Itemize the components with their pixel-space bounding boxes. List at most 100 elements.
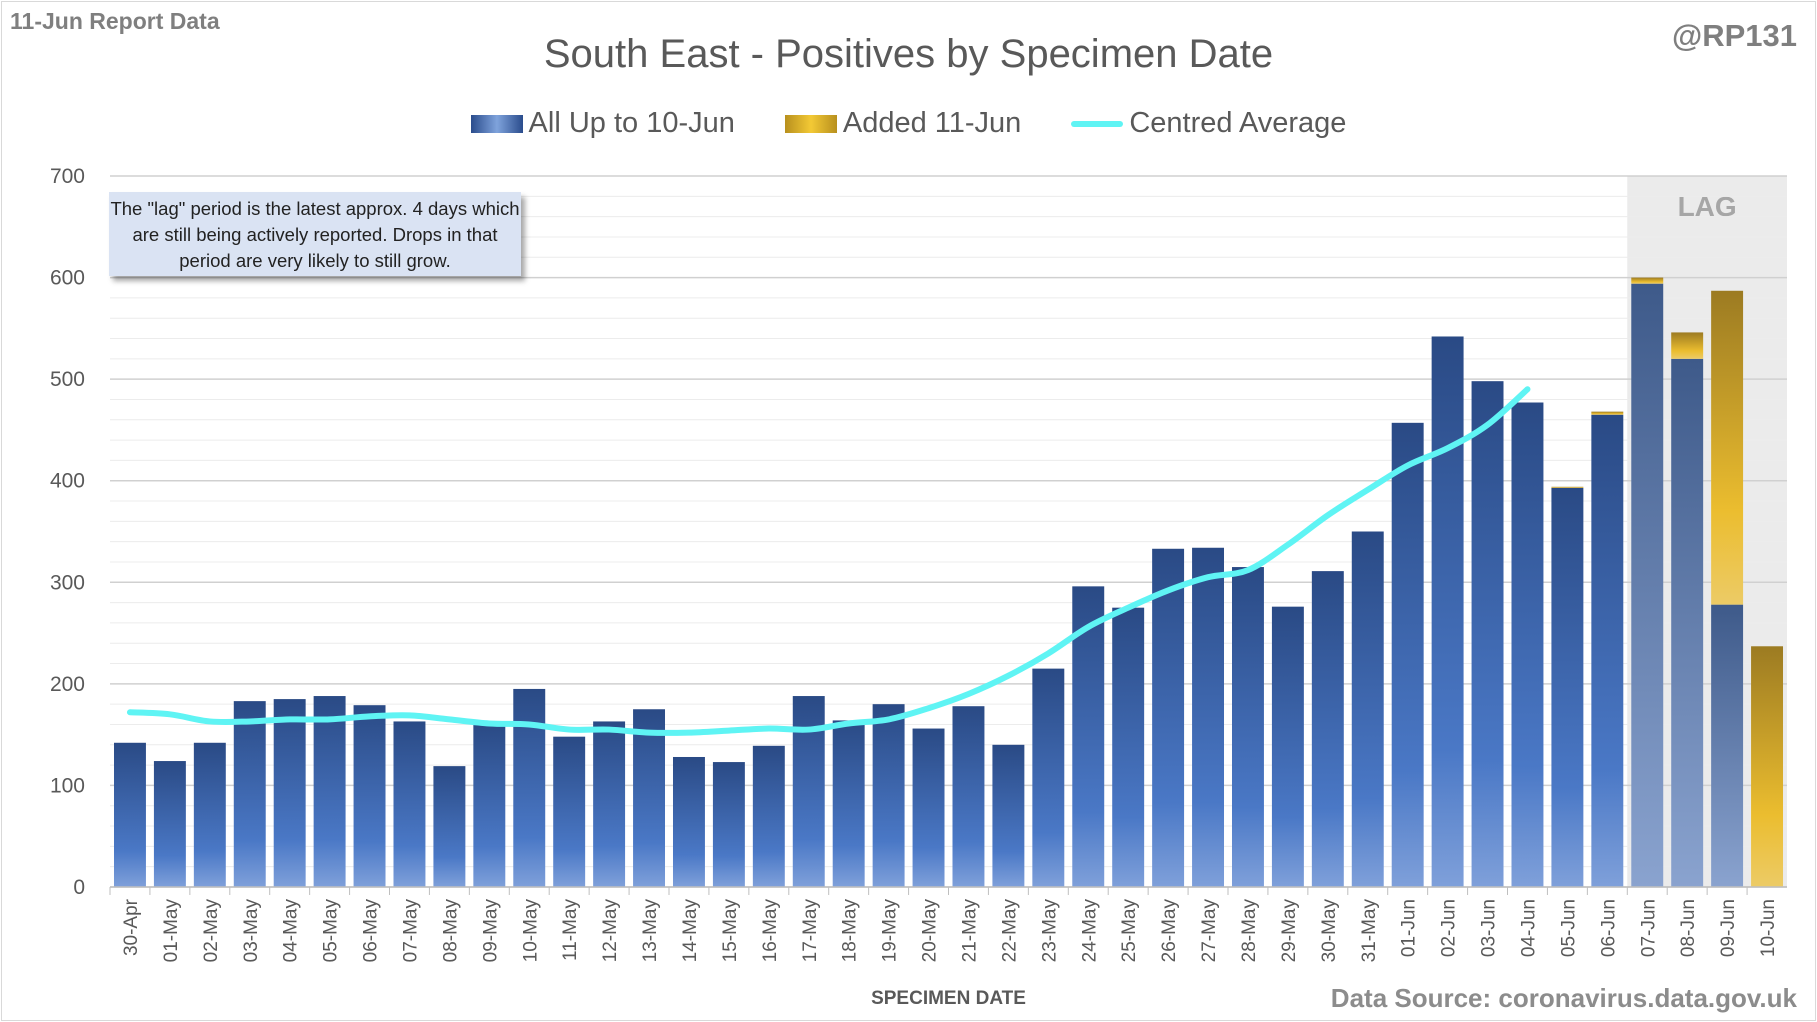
- bar-all-04-May: [273, 699, 306, 887]
- x-tick-label: 24-May: [1079, 899, 1100, 963]
- bar-all-05-May: [313, 696, 346, 887]
- bar-all-25-May: [1112, 607, 1145, 887]
- x-tick-label: 31-May: [1359, 899, 1380, 963]
- bar-all-21-May: [952, 706, 985, 887]
- x-tick-label: 29-May: [1279, 899, 1300, 963]
- x-tick-label: 06-Jun: [1598, 899, 1619, 957]
- bar-all-03-Jun: [1471, 381, 1504, 887]
- bar-all-22-May: [992, 744, 1025, 887]
- x-tick-label: 08-Jun: [1678, 899, 1699, 957]
- x-tick-label: 14-May: [680, 899, 701, 963]
- legend-label: All Up to 10-Jun: [528, 107, 735, 139]
- x-tick-label: 05-May: [321, 899, 342, 963]
- bar-all-26-May: [1152, 548, 1185, 887]
- bar-all-06-May: [353, 705, 386, 887]
- bar-all-30-May: [1311, 571, 1344, 887]
- bar-all-09-Jun: [1711, 604, 1744, 887]
- chart-title: South East - Positives by Specimen Date: [543, 32, 1274, 76]
- x-tick-label: 30-Apr: [121, 898, 142, 956]
- x-tick-label: 28-May: [1239, 899, 1260, 963]
- legend-item-all: All Up to 10-Jun: [470, 107, 735, 140]
- x-tick-label: 20-May: [920, 899, 941, 963]
- bar-all-12-May: [593, 721, 626, 887]
- bar-all-14-May: [672, 756, 705, 887]
- x-tick-label: 15-May: [720, 899, 741, 963]
- data-source: Data Source: coronavirus.data.gov.uk: [1330, 983, 1797, 1013]
- bar-all-18-May: [832, 720, 865, 887]
- bar-all-09-May: [473, 724, 506, 887]
- bar-all-03-May: [233, 701, 266, 887]
- bar-all-10-May: [513, 688, 546, 887]
- legend-label: Centred Average: [1129, 107, 1347, 139]
- x-tick-label: 09-Jun: [1718, 899, 1739, 957]
- y-tick-label: 100: [50, 774, 85, 797]
- x-tick-label: 07-May: [400, 899, 421, 963]
- x-tick-label: 21-May: [959, 899, 980, 963]
- x-tick-label: 08-May: [440, 899, 461, 963]
- x-tick-label: 03-Jun: [1479, 899, 1500, 957]
- x-tick-label: 01-May: [161, 899, 182, 963]
- average-line: [126, 386, 1531, 736]
- bar-all-28-May: [1231, 567, 1264, 887]
- bar-all-15-May: [712, 762, 745, 887]
- x-tick-label: 12-May: [600, 899, 621, 963]
- x-tick-label: 09-May: [480, 899, 501, 963]
- bar-all-07-Jun: [1631, 283, 1664, 887]
- bar-all-08-Jun: [1671, 358, 1704, 887]
- lag-note: The "lag" period is the latest approx. 4…: [109, 192, 521, 276]
- x-tick-label: 02-Jun: [1439, 899, 1460, 957]
- bar-added-09-Jun: [1711, 290, 1744, 605]
- x-tick-label: 01-Jun: [1399, 899, 1420, 957]
- x-tick-label: 26-May: [1159, 899, 1180, 963]
- y-tick-label: 600: [50, 267, 85, 290]
- bar-all-16-May: [752, 745, 785, 887]
- bar-added-06-Jun: [1591, 411, 1624, 415]
- x-tick-label: 18-May: [840, 899, 861, 963]
- x-tick-label: 30-May: [1319, 899, 1340, 963]
- y-tick-label: 300: [50, 571, 85, 594]
- bar-all-01-Jun: [1391, 422, 1424, 887]
- x-tick-label: 10-Jun: [1758, 899, 1779, 957]
- x-tick-label: 11-May: [560, 899, 581, 961]
- legend-label: Added 11-Jun: [842, 107, 1022, 139]
- y-tick-label: 500: [50, 368, 85, 391]
- report-date-label: 11-Jun Report Data: [10, 8, 220, 34]
- bar-all-07-May: [393, 721, 426, 887]
- bar-added-07-Jun: [1631, 277, 1664, 284]
- bar-all-27-May: [1192, 547, 1225, 887]
- legend-swatch-gold: [784, 114, 837, 133]
- bar-all-06-Jun: [1591, 414, 1624, 887]
- bar-all-13-May: [633, 709, 666, 887]
- legend: All Up to 10-Jun Added 11-Jun Centred Av…: [0, 107, 1817, 140]
- bar-all-31-May: [1351, 531, 1384, 887]
- bar-all-17-May: [792, 696, 825, 887]
- bar-all-04-Jun: [1511, 402, 1544, 887]
- bar-added-10-Jun: [1751, 646, 1784, 887]
- x-tick-label: 27-May: [1199, 899, 1220, 963]
- bar-all-11-May: [553, 736, 586, 887]
- legend-item-average: Centred Average: [1071, 107, 1346, 140]
- x-tick-label: 05-Jun: [1558, 899, 1579, 957]
- bar-all-19-May: [872, 704, 905, 887]
- x-tick-label: 04-Jun: [1518, 899, 1539, 957]
- legend-item-added: Added 11-Jun: [784, 107, 1022, 140]
- bar-all-08-May: [433, 766, 466, 887]
- x-tick-label: 03-May: [241, 899, 262, 963]
- x-tick-label: 10-May: [520, 899, 541, 963]
- bar-all-05-Jun: [1551, 487, 1584, 887]
- bar-all-30-Apr: [113, 742, 146, 887]
- y-tick-label: 200: [50, 673, 85, 696]
- y-tick-label: 400: [50, 470, 85, 493]
- x-tick-label: 17-May: [800, 899, 821, 963]
- x-tick-label: 16-May: [760, 899, 781, 963]
- bar-all-20-May: [912, 728, 945, 887]
- bar-added-08-Jun: [1671, 332, 1704, 359]
- x-tick-label: 07-Jun: [1638, 899, 1659, 957]
- x-tick-label: 02-May: [201, 899, 222, 963]
- x-tick-label: 04-May: [281, 899, 302, 963]
- x-axis-title: SPECIMEN DATE: [871, 988, 1026, 1009]
- legend-swatch-blue: [470, 114, 523, 133]
- y-tick-label: 700: [50, 165, 85, 188]
- bar-all-23-May: [1032, 668, 1065, 887]
